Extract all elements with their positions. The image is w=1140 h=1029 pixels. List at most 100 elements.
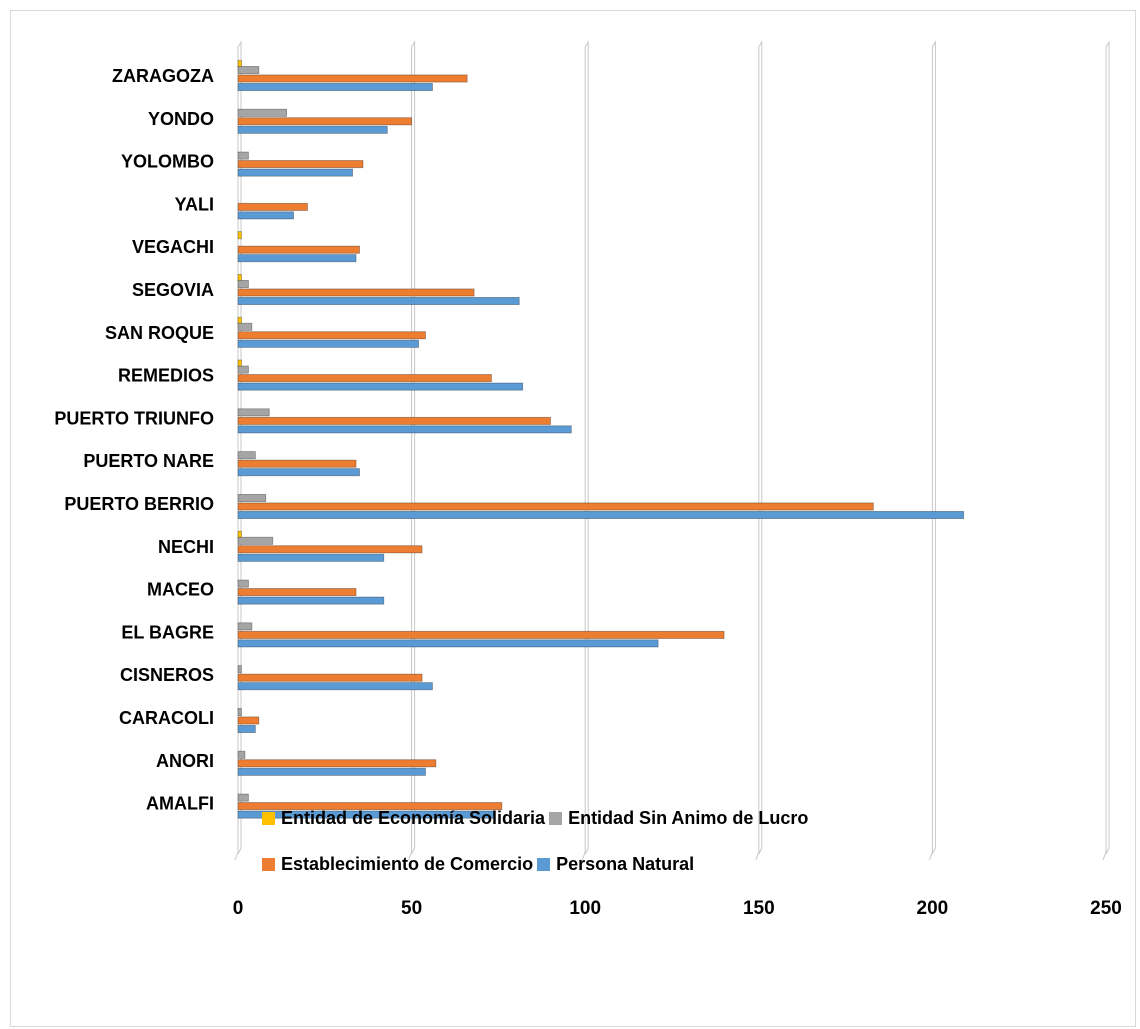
category-label: ZARAGOZA bbox=[112, 66, 214, 86]
legend-swatch bbox=[262, 812, 275, 825]
x-tick-label: 200 bbox=[917, 898, 949, 919]
bar bbox=[237, 553, 385, 562]
gridlines bbox=[234, 40, 1110, 861]
legend-item-economia-solidaria: Entidad de Economía Solidaria bbox=[262, 808, 545, 829]
bar bbox=[237, 322, 253, 331]
legend-item-sin-animo-de-lucro: Entidad Sin Animo de Lucro bbox=[549, 808, 808, 829]
bar bbox=[237, 408, 270, 417]
category-label: REMEDIOS bbox=[118, 366, 214, 386]
category-label: MACEO bbox=[147, 580, 214, 600]
bar bbox=[237, 468, 360, 477]
bar bbox=[237, 793, 249, 802]
gridline bbox=[928, 40, 936, 861]
bar bbox=[237, 254, 357, 263]
bar bbox=[237, 545, 423, 554]
bar bbox=[237, 211, 294, 220]
bar bbox=[237, 365, 249, 374]
bar bbox=[237, 682, 433, 691]
bar bbox=[237, 382, 524, 391]
bar bbox=[237, 66, 260, 75]
bar bbox=[237, 74, 468, 83]
bar bbox=[237, 622, 253, 631]
x-tick-label: 100 bbox=[569, 898, 601, 919]
bar bbox=[237, 117, 413, 126]
legend-label: Entidad Sin Animo de Lucro bbox=[568, 808, 809, 828]
x-tick-labels: 0 50 100 150 200 250 bbox=[233, 898, 1122, 919]
gridline bbox=[408, 40, 416, 861]
bar bbox=[237, 288, 475, 297]
bar bbox=[237, 296, 520, 305]
bar bbox=[237, 125, 388, 134]
legend-swatch bbox=[537, 858, 551, 871]
x-tick-label: 150 bbox=[743, 898, 775, 919]
category-label: SAN ROQUE bbox=[105, 323, 214, 343]
gridline bbox=[581, 40, 589, 861]
bar bbox=[237, 665, 242, 674]
category-labels: ZARAGOZA YONDO YOLOMBO YALI VEGACHI SEGOVIA SA… bbox=[54, 66, 214, 814]
bar bbox=[237, 425, 572, 434]
bar bbox=[237, 588, 357, 597]
category-label: PUERTO BERRIO bbox=[64, 494, 214, 514]
bar bbox=[237, 673, 423, 682]
bar bbox=[237, 279, 249, 288]
category-label: CISNEROS bbox=[120, 665, 214, 685]
bar bbox=[237, 502, 874, 511]
bar bbox=[237, 510, 965, 519]
bar bbox=[237, 579, 249, 588]
bar bbox=[237, 759, 437, 768]
legend-item-persona-natural: Persona Natural bbox=[537, 854, 694, 875]
bar bbox=[237, 725, 256, 734]
x-tick-label: 50 bbox=[401, 898, 422, 919]
legend-swatch bbox=[262, 858, 275, 871]
category-label: PUERTO TRIUNFO bbox=[54, 408, 214, 428]
x-tick-label: 0 bbox=[233, 898, 244, 919]
category-label: CARACOLI bbox=[119, 708, 214, 728]
bar bbox=[237, 331, 426, 340]
bar bbox=[237, 802, 503, 811]
bar bbox=[237, 245, 360, 254]
bar bbox=[237, 339, 419, 348]
bar bbox=[237, 716, 260, 725]
bar bbox=[237, 202, 308, 211]
bar bbox=[237, 160, 364, 169]
bar bbox=[237, 108, 288, 117]
legend-label: Persona Natural bbox=[556, 854, 695, 874]
bar bbox=[237, 374, 492, 383]
bar bbox=[237, 596, 385, 605]
gridline bbox=[1102, 40, 1110, 861]
category-label: NECHI bbox=[158, 537, 214, 557]
bar bbox=[237, 750, 246, 759]
legend-label: Establecimiento de Comercio bbox=[281, 854, 534, 874]
bar bbox=[237, 83, 433, 92]
bar bbox=[237, 536, 274, 545]
legend-row-1: Entidad de Economía Solidaria Entidad Si… bbox=[262, 808, 812, 829]
legend-item-establecimiento-comercio: Establecimiento de Comercio bbox=[262, 854, 533, 875]
category-label: EL BAGRE bbox=[121, 622, 214, 642]
category-label: SEGOVIA bbox=[132, 280, 214, 300]
bars bbox=[237, 60, 965, 819]
bar bbox=[237, 708, 242, 717]
bar bbox=[237, 630, 725, 639]
x-tick-label: 250 bbox=[1090, 898, 1122, 919]
bar bbox=[237, 810, 496, 819]
bar bbox=[237, 493, 267, 502]
category-label: PUERTO NARE bbox=[83, 451, 214, 471]
gridline bbox=[755, 40, 763, 861]
gridline bbox=[234, 40, 242, 861]
category-label: YONDO bbox=[148, 109, 214, 129]
category-label: VEGACHI bbox=[132, 237, 214, 257]
bar bbox=[237, 416, 551, 425]
bar bbox=[237, 459, 357, 468]
bar bbox=[237, 767, 426, 776]
bar bbox=[237, 639, 659, 648]
bar bbox=[237, 451, 256, 460]
legend-swatch bbox=[549, 812, 563, 825]
category-label: YALI bbox=[175, 194, 214, 214]
legend-row-2: Establecimiento de Comercio Persona Natu… bbox=[262, 854, 698, 875]
category-label: ANORI bbox=[156, 751, 214, 771]
bar bbox=[237, 168, 353, 177]
bar bbox=[237, 231, 242, 240]
legend-label: Entidad de Economía Solidaria bbox=[281, 808, 546, 828]
category-label: YOLOMBO bbox=[121, 152, 214, 172]
